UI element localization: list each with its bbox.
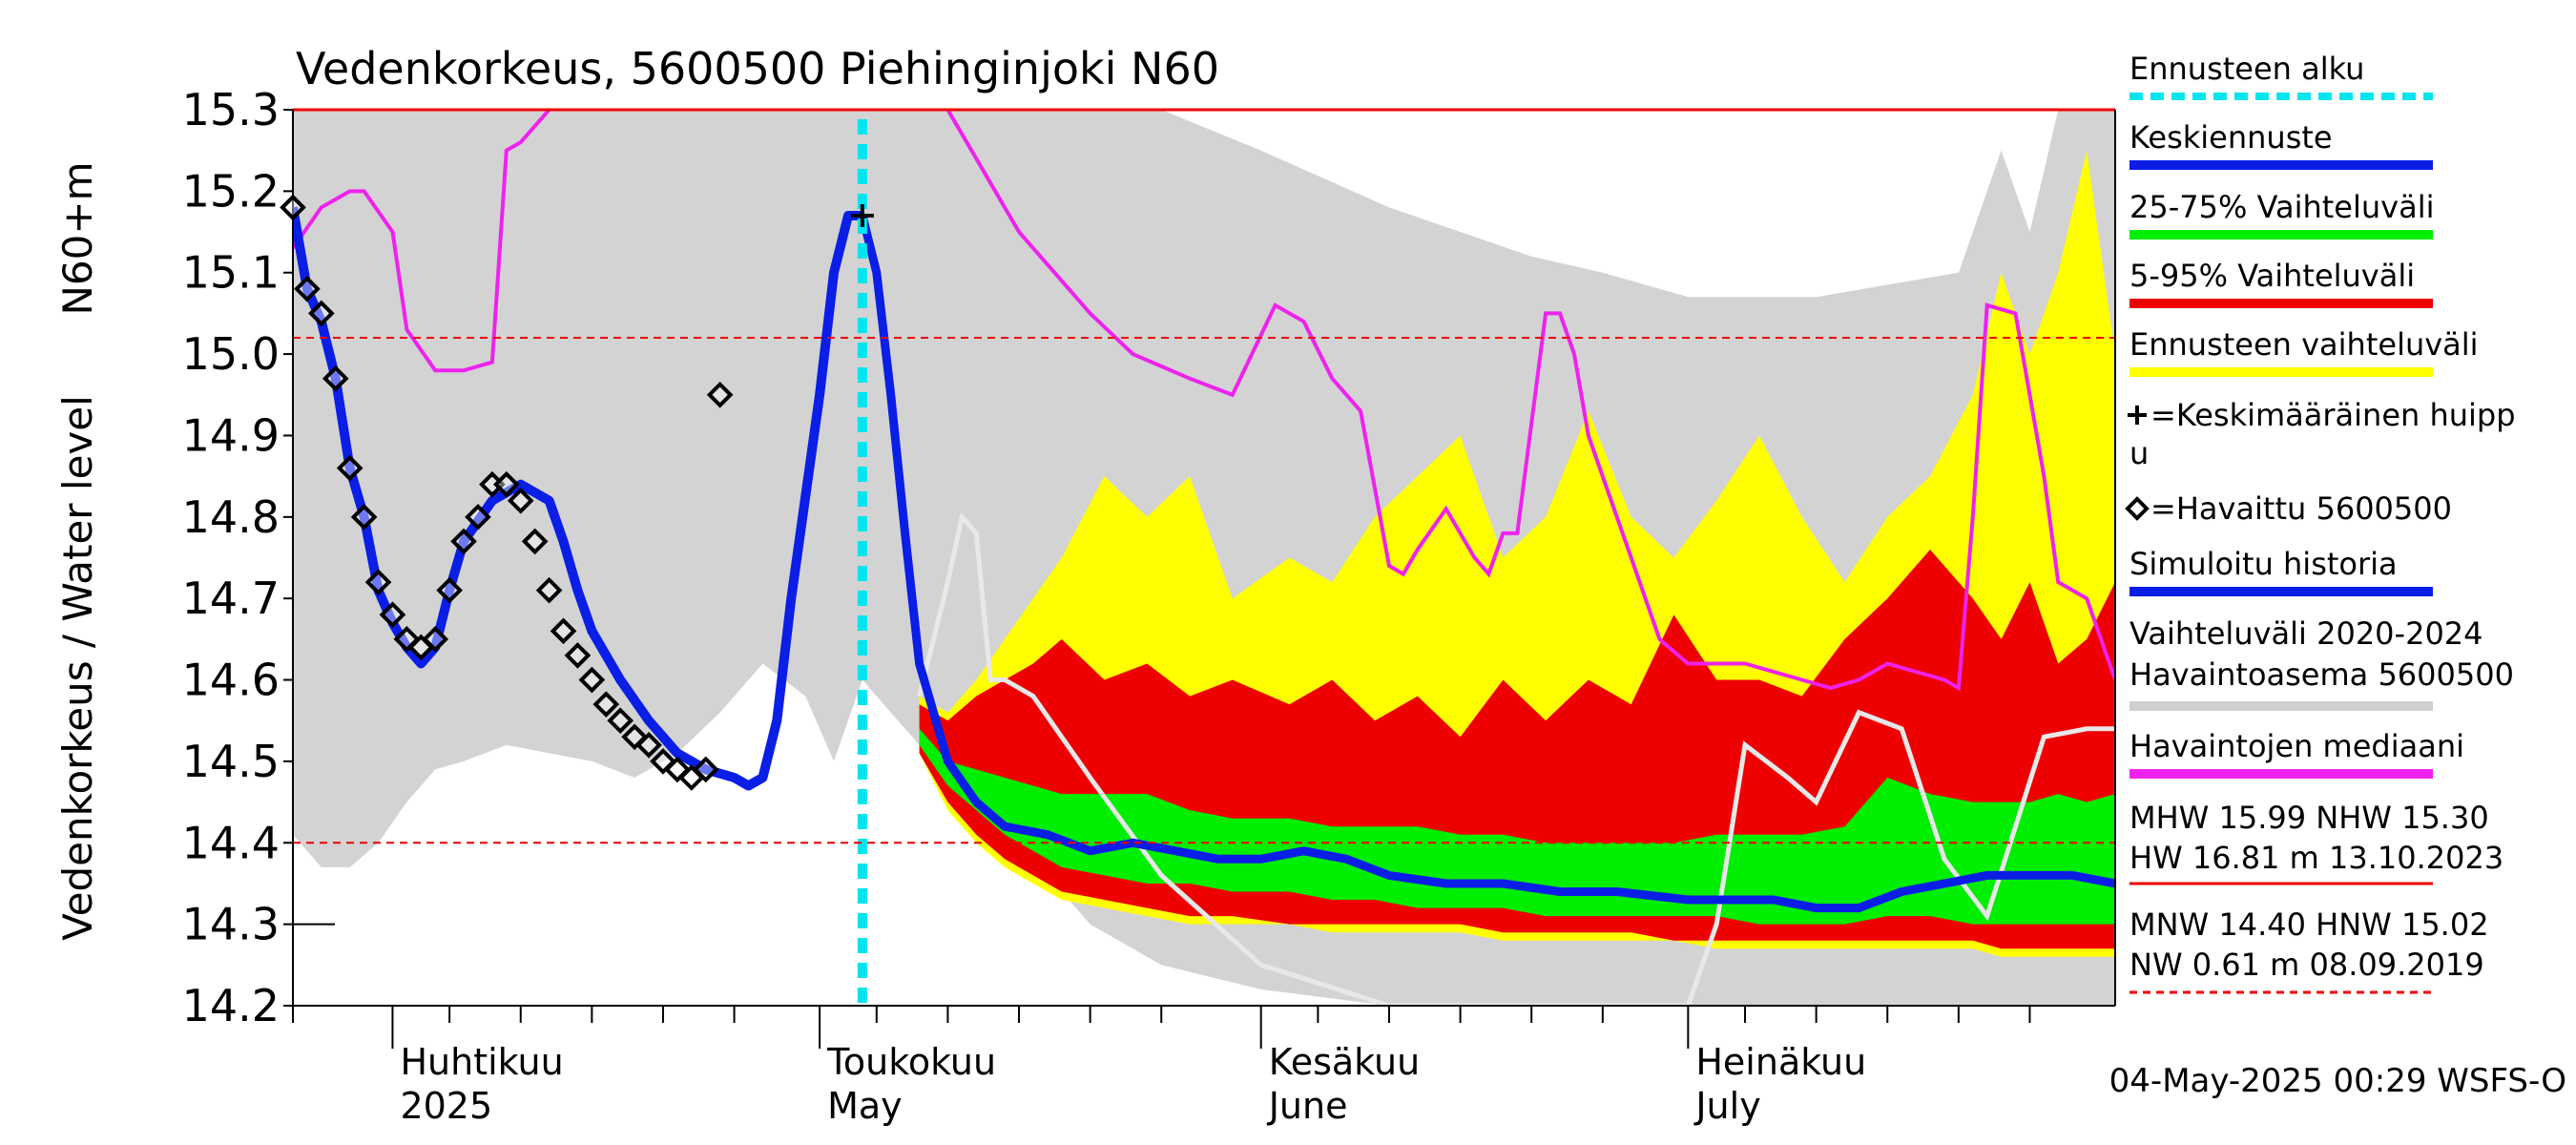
month-label: Huhtikuu bbox=[400, 1041, 563, 1083]
observed-point bbox=[422, 626, 449, 653]
legend: Ennusteen alku Keskiennuste 25-75% Vaihtel… bbox=[2125, 51, 2516, 994]
legend-peak-marker bbox=[2128, 406, 2147, 425]
observed-point bbox=[379, 601, 406, 629]
observed-point bbox=[294, 275, 321, 302]
legend-label: Vaihteluväli 2020-2024 bbox=[2129, 615, 2483, 652]
simulated-history-line bbox=[293, 206, 862, 791]
observed-point bbox=[280, 194, 306, 221]
observed-point bbox=[607, 707, 634, 735]
legend-label: =Keskimääräinen huipp bbox=[2150, 397, 2516, 433]
observed-point bbox=[465, 503, 491, 531]
stats-high-1: MHW 15.99 NHW 15.30 bbox=[2129, 800, 2489, 836]
mean-forecast-line bbox=[858, 214, 2115, 913]
observed-point bbox=[578, 666, 606, 694]
observed-point bbox=[635, 732, 662, 759]
y-tick-label: 14.2 bbox=[182, 980, 280, 1031]
legend-label: =Havaittu 5600500 bbox=[2150, 490, 2452, 527]
month-label-en: May bbox=[827, 1085, 903, 1127]
observed-point bbox=[564, 642, 592, 669]
observed-point bbox=[393, 626, 421, 653]
observed-point bbox=[692, 756, 719, 783]
month-label-en: 2025 bbox=[400, 1085, 492, 1127]
legend-observed-marker bbox=[2125, 496, 2150, 521]
chart-title: Vedenkorkeus, 5600500 Piehinginjoki N60 bbox=[296, 43, 1219, 94]
observed-point bbox=[436, 576, 463, 604]
legend-label: Keskiennuste bbox=[2129, 119, 2333, 156]
legend-label: 25-75% Vaihteluväli bbox=[2129, 189, 2434, 225]
legend-label: 5-95% Vaihteluväli bbox=[2129, 258, 2415, 294]
y-tick-label: 15.3 bbox=[182, 84, 280, 135]
legend-label: Ennusteen alku bbox=[2129, 51, 2364, 87]
axes: 14.2 14.3 14.4 14.5 14.6 14.7 14.8 14.9 15.0 15.1… bbox=[182, 84, 2116, 1127]
legend-label: Havaintojen mediaani bbox=[2129, 728, 2464, 764]
y-tick-label: 14.7 bbox=[182, 572, 280, 624]
y-tick-label: 14.9 bbox=[182, 409, 280, 461]
observed-point bbox=[507, 487, 534, 514]
stats-low-2: NW 0.61 m 08.09.2019 bbox=[2129, 947, 2484, 983]
legend-label: Ennusteen vaihteluväli bbox=[2129, 326, 2479, 363]
y-tick-label: 15.1 bbox=[182, 247, 280, 299]
historical-scenario-line bbox=[917, 511, 2115, 1006]
observed-point bbox=[550, 617, 577, 645]
median-line bbox=[293, 110, 2115, 692]
y-tick-label: 15.0 bbox=[182, 328, 280, 380]
footer-timestamp: 04-May-2025 00:29 WSFS-O bbox=[2109, 1062, 2566, 1100]
month-label-en: June bbox=[1267, 1085, 1348, 1127]
mean-peak-marker bbox=[850, 203, 874, 227]
y-axis-unit: N60+m bbox=[54, 162, 101, 316]
y-axis-label-text: Vedenkorkeus / Water level bbox=[54, 395, 101, 941]
y-tick-label: 14.8 bbox=[182, 491, 280, 543]
legend-label: Simuloitu historia bbox=[2129, 546, 2398, 582]
observed-point bbox=[308, 300, 335, 327]
observed-point bbox=[521, 528, 549, 555]
month-label-en: July bbox=[1693, 1085, 1760, 1127]
legend-label-cont: Havaintoasema 5600500 bbox=[2129, 656, 2514, 693]
observed-point bbox=[706, 381, 734, 408]
markers bbox=[280, 194, 874, 791]
stats-high-2: HW 16.81 m 13.10.2023 bbox=[2129, 840, 2503, 876]
y-tick-label: 14.6 bbox=[182, 655, 280, 706]
observed-point bbox=[492, 470, 520, 498]
stats-low-1: MNW 14.40 HNW 15.02 bbox=[2129, 906, 2489, 943]
y-tick-label: 14.4 bbox=[182, 817, 280, 868]
observed-point bbox=[450, 528, 477, 555]
y-tick-label: 14.3 bbox=[182, 899, 280, 950]
observed-point bbox=[322, 364, 349, 392]
observed-point bbox=[535, 576, 563, 604]
y-tick-label: 15.2 bbox=[182, 165, 280, 217]
legend-label-cont: u bbox=[2129, 435, 2149, 471]
y-tick-label: 14.5 bbox=[182, 736, 280, 787]
observed-point bbox=[364, 569, 392, 595]
observed-point bbox=[350, 503, 378, 531]
month-label: Heinäkuu bbox=[1695, 1041, 1866, 1083]
band-25-75 bbox=[919, 728, 2115, 925]
month-label: Toukokuu bbox=[826, 1041, 996, 1083]
plot-area bbox=[293, 110, 2115, 1006]
observed-point bbox=[592, 691, 620, 718]
y-axis-label: Vedenkorkeus / Water level N60+m bbox=[54, 162, 101, 941]
observed-point bbox=[336, 454, 364, 482]
month-label: Kesäkuu bbox=[1269, 1041, 1421, 1083]
observed-point bbox=[650, 748, 676, 775]
